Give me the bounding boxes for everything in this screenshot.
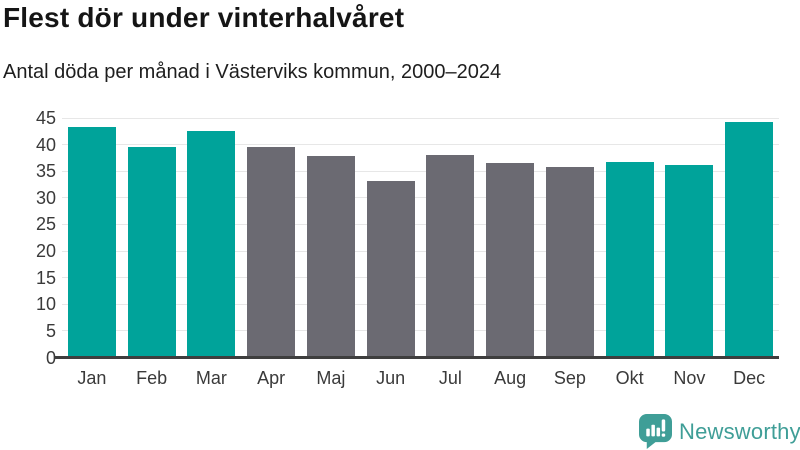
brand-name: Newsworthy	[679, 418, 800, 444]
x-axis-label-apr: Apr	[257, 368, 286, 388]
x-axis-label-dec: Dec	[733, 368, 766, 388]
bar-sep	[545, 167, 594, 358]
bar-aug	[486, 163, 535, 358]
bar-apr	[247, 146, 296, 358]
bar-feb	[127, 147, 176, 358]
gridline-y25	[62, 223, 779, 225]
x-axis-label-jan: Jan	[77, 368, 107, 388]
chart-subtitle: Antal döda per månad i Västerviks kommun…	[3, 61, 502, 83]
brand-footer: Newsworthy	[639, 414, 800, 449]
x-axis-line	[54, 356, 779, 359]
x-axis-label-maj: Maj	[316, 368, 346, 388]
gridline-y40	[62, 144, 779, 146]
y-axis-tick-label: 45	[35, 108, 56, 128]
y-axis-tick-label: 35	[35, 161, 56, 182]
x-axis-label-mar: Mar	[195, 368, 227, 388]
y-axis-tick-label: 0	[45, 347, 56, 368]
newsworthy-logo-icon	[639, 414, 672, 449]
gridline-y5	[62, 330, 779, 332]
bar-jan	[67, 126, 116, 358]
gridline-y15	[62, 277, 779, 279]
y-axis-tick-label: 25	[35, 214, 56, 235]
chart-title: Flest dör under vinterhalvåret	[3, 2, 405, 33]
x-axis-label-okt: Okt	[615, 368, 644, 388]
x-axis-label-jul: Jul	[438, 368, 462, 388]
gridline-y30	[62, 197, 779, 199]
bar-dec	[725, 121, 774, 358]
y-axis-tick-label: 15	[35, 267, 56, 288]
y-axis-tick-label: 30	[35, 187, 56, 208]
x-axis-label-nov: Nov	[673, 368, 706, 388]
x-axis-label-aug: Aug	[494, 368, 527, 388]
bar-maj	[306, 156, 355, 358]
x-axis-label-sep: Sep	[553, 368, 586, 388]
bar-nov	[665, 165, 714, 358]
bar-mar	[187, 131, 236, 358]
bar-jun	[366, 181, 415, 358]
y-axis-tick-label: 10	[35, 294, 56, 315]
gridline-y45	[62, 117, 779, 119]
bar-okt	[605, 161, 654, 358]
x-axis-label-jun: Jun	[376, 368, 406, 388]
y-axis-tick-label: 5	[45, 320, 56, 341]
gridline-y10	[62, 303, 779, 305]
bar-jul	[426, 154, 475, 358]
gridline-y35	[62, 170, 779, 172]
x-axis-label-feb: Feb	[136, 368, 168, 388]
y-axis-tick-label: 40	[35, 134, 56, 155]
y-axis-tick-label: 20	[35, 241, 56, 262]
gridline-y20	[62, 250, 779, 252]
